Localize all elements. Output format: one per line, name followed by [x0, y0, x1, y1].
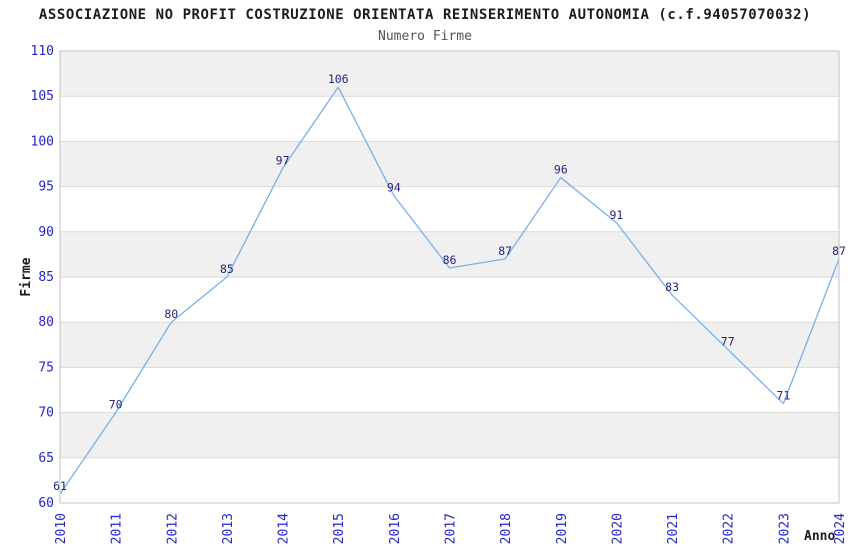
band [60, 322, 839, 368]
x-tick-label: 2013 [221, 513, 236, 544]
y-tick-label: 85 [38, 270, 54, 285]
data-point-label: 83 [665, 280, 679, 294]
data-point-label: 87 [832, 244, 846, 258]
chart-subtitle: Numero Firme [378, 29, 472, 44]
y-tick-label: 105 [31, 89, 54, 104]
data-point-label: 97 [276, 154, 290, 168]
y-tick-label: 65 [38, 451, 54, 466]
y-tick-label: 110 [31, 44, 54, 59]
data-point-label: 87 [498, 244, 512, 258]
y-tick-label: 60 [38, 496, 54, 511]
y-tick-label: 95 [38, 180, 54, 195]
x-tick-label: 2016 [388, 513, 403, 544]
x-tick-label: 2024 [833, 513, 848, 544]
plot-border [59, 50, 840, 504]
x-tick-label: 2014 [277, 513, 292, 544]
y-tick-label: 75 [38, 360, 54, 375]
x-tick-label: 2019 [555, 513, 570, 544]
x-tick-label: 2017 [444, 513, 459, 544]
band [60, 141, 839, 187]
x-tick-label: 2022 [722, 513, 737, 544]
data-point-label: 94 [387, 181, 401, 195]
y-tick-label: 80 [38, 315, 54, 330]
x-tick-label: 2023 [777, 513, 792, 544]
y-tick-label: 90 [38, 225, 54, 240]
data-point-label: 70 [109, 398, 123, 412]
data-point-label: 71 [776, 389, 790, 403]
line-series [59, 86, 840, 495]
band [60, 231, 839, 277]
data-point-label: 77 [721, 334, 735, 348]
data-point-label: 91 [609, 208, 623, 222]
data-point-label: 96 [554, 163, 568, 177]
data-point-label: 61 [53, 479, 67, 493]
band [60, 412, 839, 458]
x-tick-label: 2018 [499, 513, 514, 544]
data-point-label: 85 [220, 262, 234, 276]
x-axis-title: Anno [804, 529, 836, 544]
x-tick-label: 2021 [666, 513, 681, 544]
y-tick-label: 70 [38, 406, 54, 421]
data-point-label: 80 [164, 307, 178, 321]
band [60, 51, 839, 97]
x-tick-label: 2011 [110, 513, 125, 544]
data-point-label: 106 [328, 72, 349, 86]
x-tick-label: 2010 [54, 513, 69, 544]
x-tick-label: 2015 [332, 513, 347, 544]
chart-title: ASSOCIAZIONE NO PROFIT COSTRUZIONE ORIEN… [38, 7, 812, 23]
x-tick-label: 2020 [610, 513, 625, 544]
x-tick-label: 2012 [165, 513, 180, 544]
data-point-label: 86 [443, 253, 457, 267]
y-tick-label: 100 [31, 134, 54, 149]
